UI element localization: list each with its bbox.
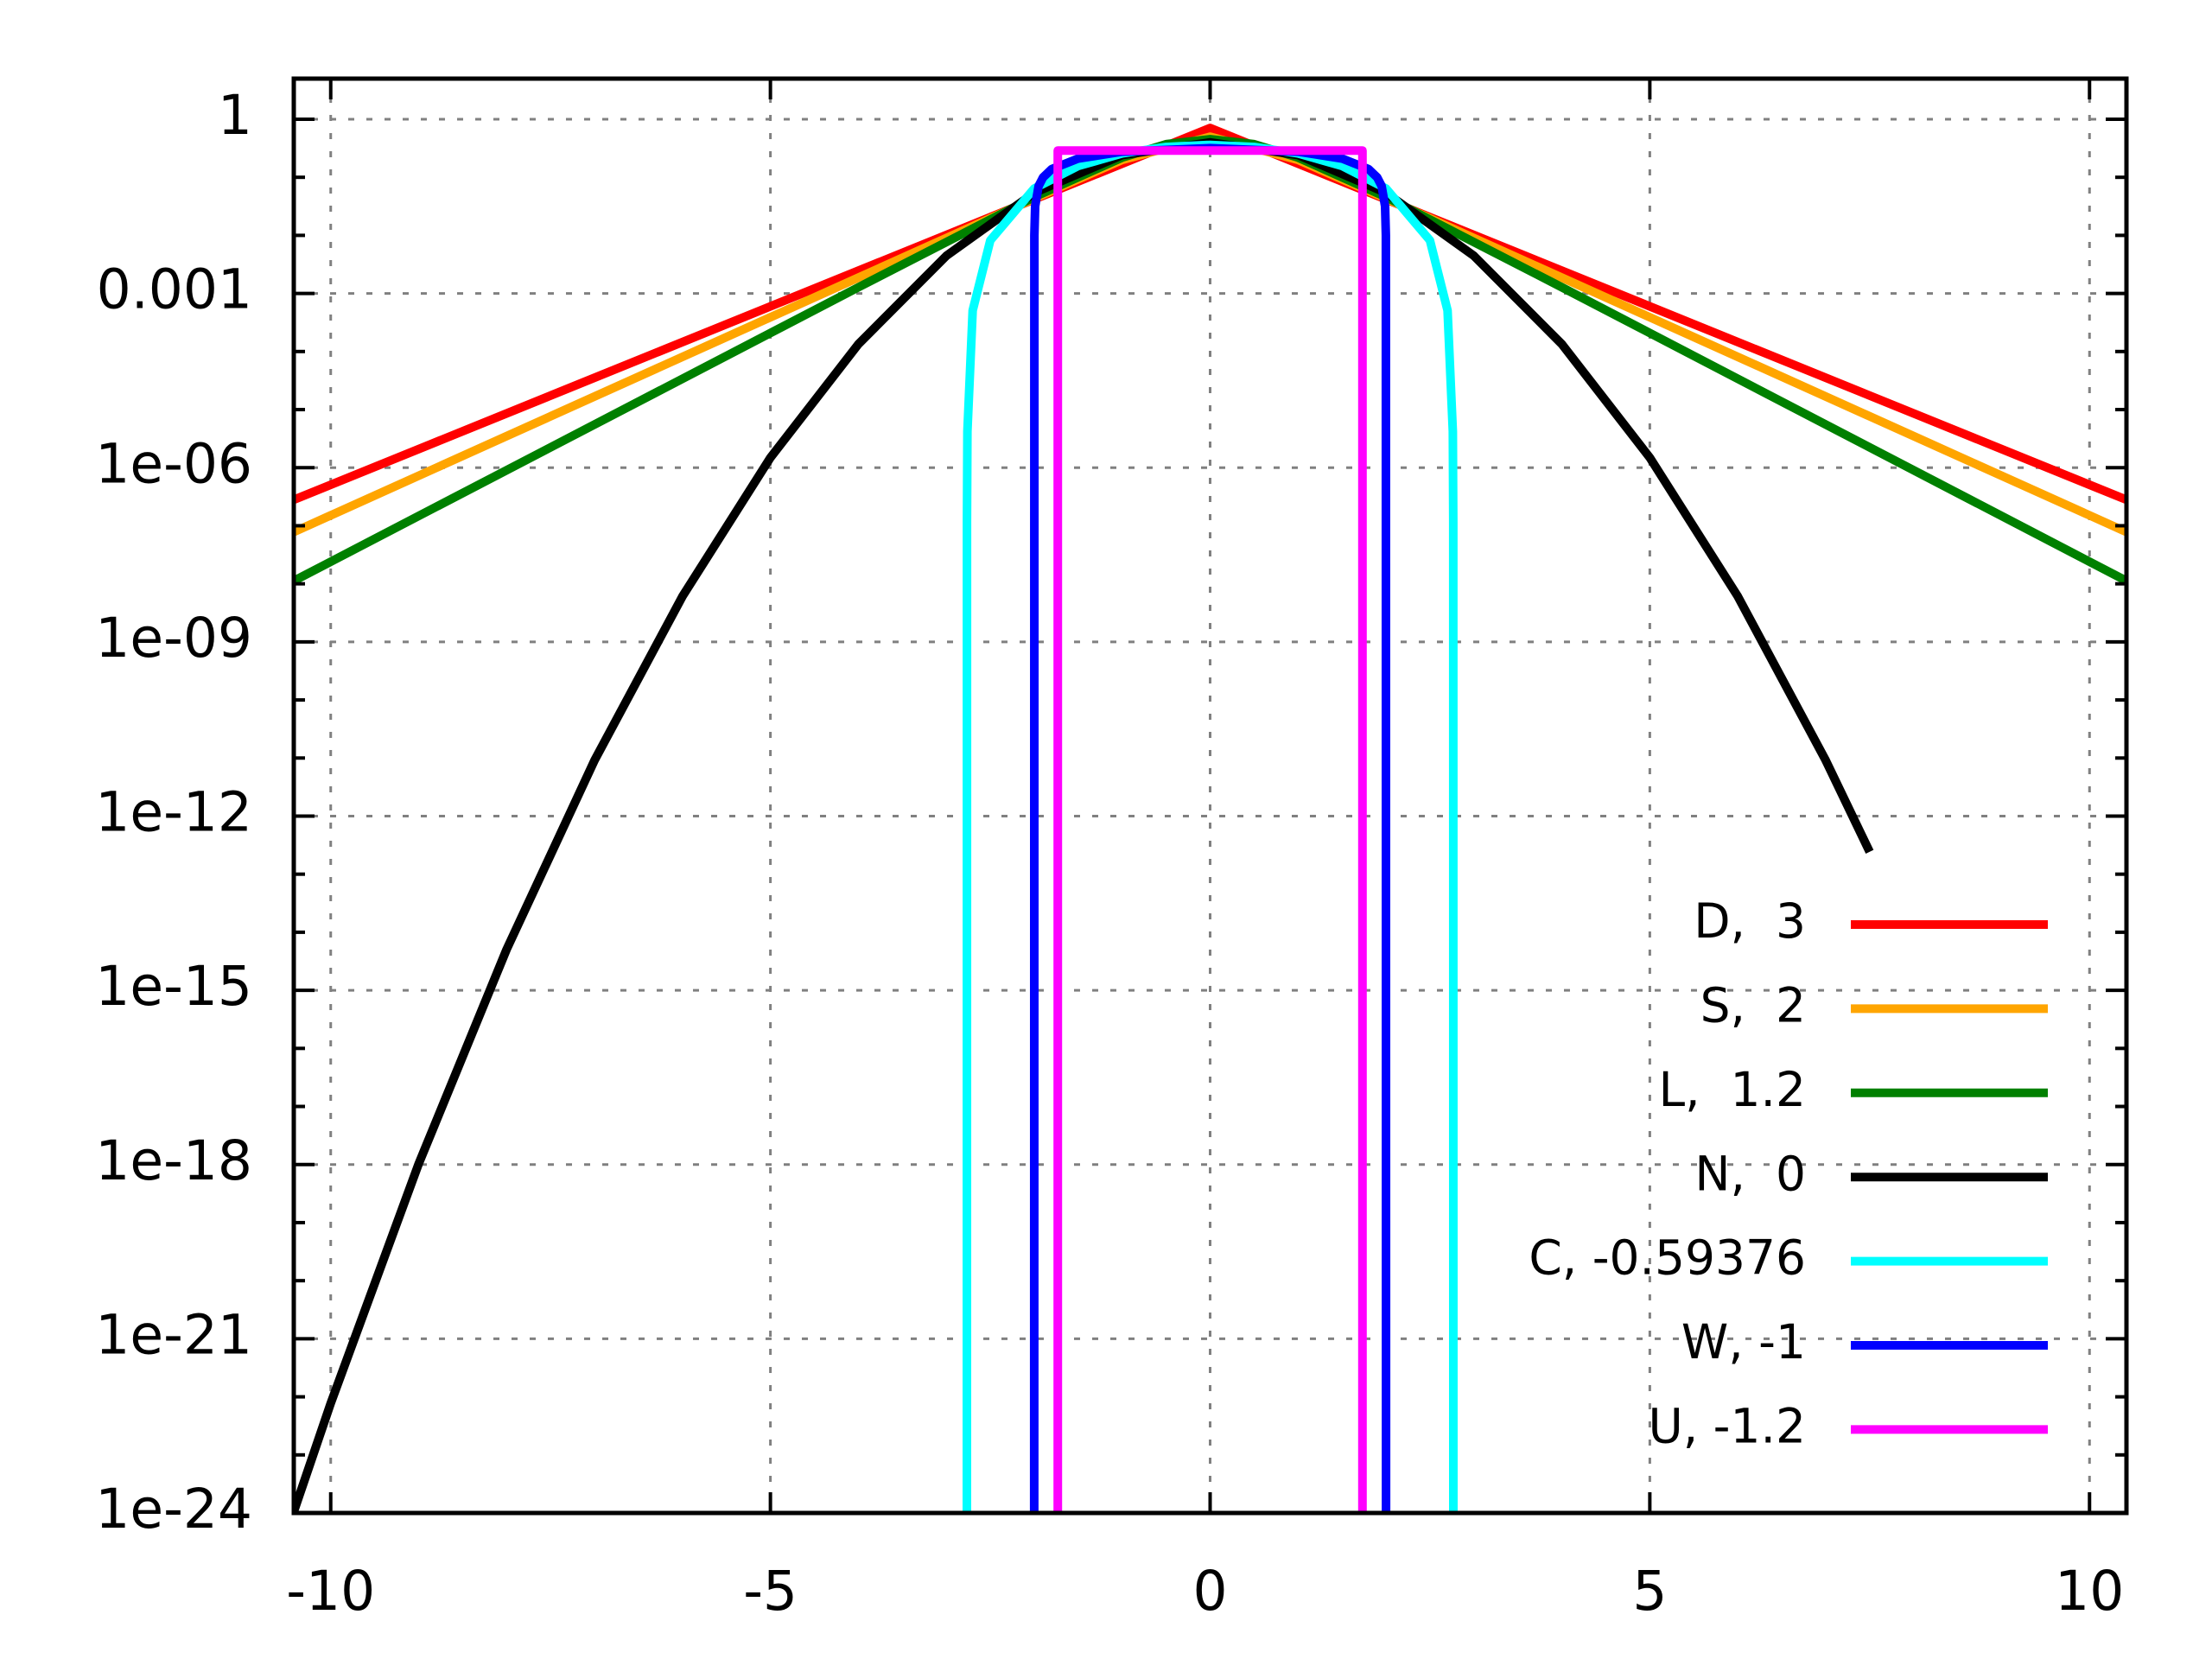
series-line (294, 124, 2126, 505)
legend-label: C, -0.59376 (1529, 1230, 1806, 1286)
y-tick-label: 1e-06 (95, 432, 252, 495)
x-tick-label: 0 (1192, 1560, 1227, 1623)
y-tick-label: 1e-21 (95, 1303, 252, 1366)
series-line (1053, 146, 1367, 1513)
legend-label: N, 0 (1694, 1146, 1806, 1201)
x-tick-label: -5 (743, 1560, 798, 1623)
y-tick-label: 1e-09 (95, 607, 252, 670)
x-tick-label: -10 (286, 1560, 375, 1623)
y-tick-label: 1e-24 (95, 1478, 252, 1541)
legend-label: U, -1.2 (1648, 1399, 1806, 1454)
y-tick-label: 1e-12 (95, 781, 252, 844)
x-tick-label: 10 (2055, 1560, 2124, 1623)
plot-area (294, 124, 2126, 1513)
legend-label: D, 3 (1694, 893, 1806, 949)
y-tick-label: 1 (218, 84, 252, 147)
axes: 1 0.001 1e-06 1e-09 1e-12 1e-15 1e-18 1e-21 1e-2… (95, 76, 2129, 1623)
y-tick-label: 1e-15 (95, 955, 252, 1018)
legend-label: W, -1 (1681, 1314, 1806, 1370)
x-tick-label: 5 (1632, 1560, 1667, 1623)
y-tick-label: 0.001 (97, 258, 252, 321)
legend-label: L, 1.2 (1658, 1062, 1806, 1117)
y-tick-label: 1e-18 (95, 1129, 252, 1192)
legend-label: S, 2 (1700, 978, 1806, 1033)
series-line (294, 137, 1874, 1513)
plot-frame (291, 76, 2129, 1516)
